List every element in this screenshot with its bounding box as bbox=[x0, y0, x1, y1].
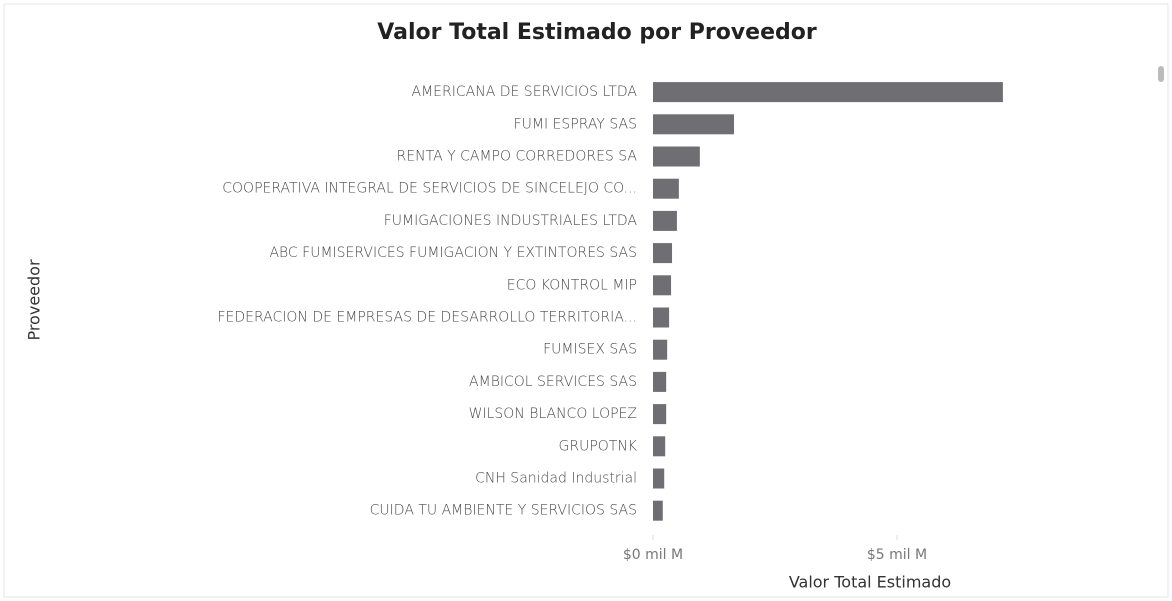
bar bbox=[653, 114, 735, 135]
y-tick-label: CUIDA TU AMBIENTE Y SERVICIOS SAS bbox=[370, 503, 637, 519]
y-tick-label: FUMISEX SAS bbox=[543, 342, 637, 358]
bar bbox=[653, 243, 673, 264]
y-axis-title: Proveedor bbox=[25, 259, 44, 340]
y-tick-label: AMBICOL SERVICES SAS bbox=[469, 374, 637, 390]
bar bbox=[653, 468, 665, 489]
y-tick-label: FEDERACION DE EMPRESAS DE DESARROLLO TER… bbox=[217, 310, 637, 326]
bar bbox=[653, 210, 677, 231]
bar bbox=[653, 404, 667, 425]
y-tick-label: RENTA Y CAMPO CORREDORES SA bbox=[397, 149, 638, 165]
frame bbox=[3, 3, 1169, 598]
y-tick-label: ECO KONTROL MIP bbox=[507, 277, 637, 293]
bar bbox=[653, 82, 1003, 103]
chart-title: Valor Total Estimado por Proveedor bbox=[377, 20, 817, 45]
y-tick-label: FUMIGACIONES INDUSTRIALES LTDA bbox=[384, 213, 638, 229]
y-tick-label: FUMI ESPRAY SAS bbox=[514, 116, 637, 132]
scrollbar[interactable] bbox=[1158, 66, 1164, 82]
bar bbox=[653, 500, 663, 521]
bar bbox=[653, 275, 672, 296]
bar bbox=[653, 146, 700, 167]
y-tick-label: WILSON BLANCO LOPEZ bbox=[469, 406, 637, 422]
x-tick-label: $0 mil M bbox=[623, 547, 683, 563]
x-axis-title: Valor Total Estimado bbox=[789, 573, 951, 592]
y-tick-label: ABC FUMISERVICES FUMIGACION Y EXTINTORES… bbox=[269, 245, 637, 261]
bar bbox=[653, 436, 666, 457]
bar bbox=[653, 371, 667, 392]
y-tick-label: COOPERATIVA INTEGRAL DE SERVICIOS DE SIN… bbox=[222, 181, 637, 197]
y-tick-label: CNH Sanidad Industrial bbox=[475, 471, 637, 487]
bar bbox=[653, 307, 670, 328]
y-tick-label: AMERICANA DE SERVICIOS LTDA bbox=[412, 84, 638, 100]
bar bbox=[653, 178, 679, 199]
x-tick-label: $5 mil M bbox=[867, 547, 927, 563]
y-tick-label: GRUPOTNK bbox=[559, 438, 638, 454]
bar bbox=[653, 339, 668, 360]
